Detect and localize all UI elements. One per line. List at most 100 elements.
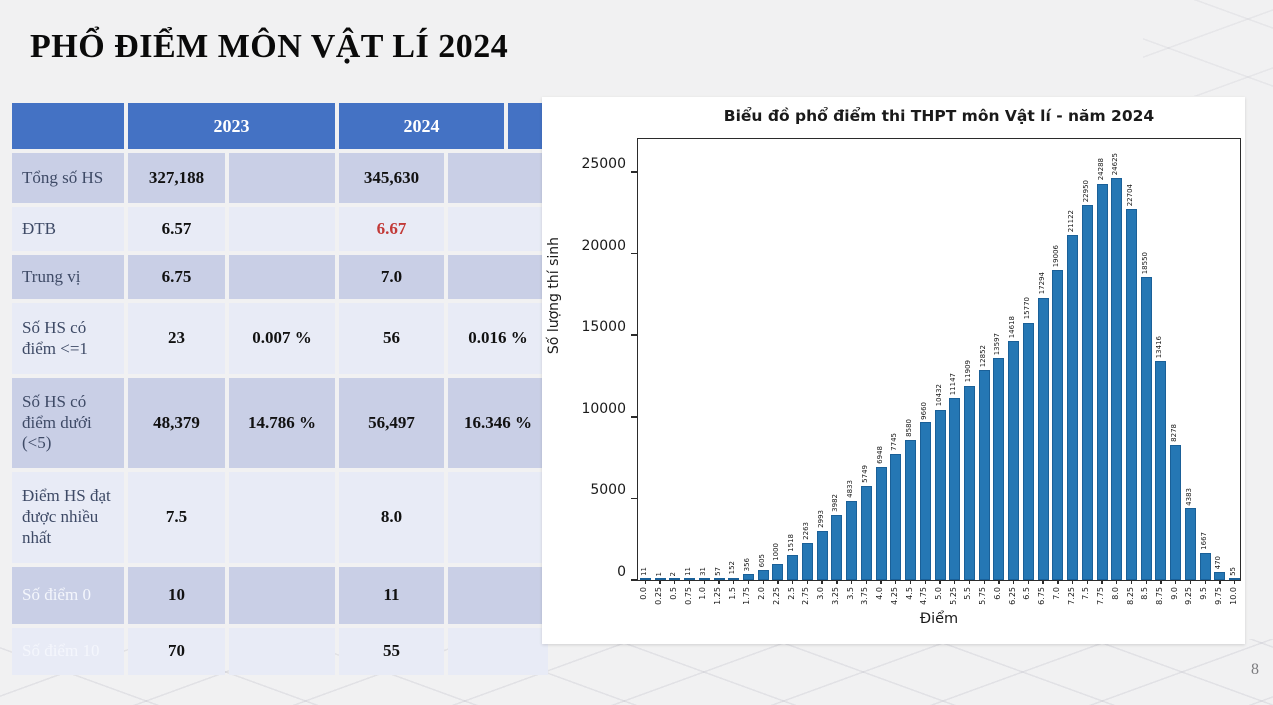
table-row: Tổng số HS 327,188 345,630 xyxy=(12,153,560,203)
x-axis-tick-label: 0.0 xyxy=(639,587,649,600)
bar xyxy=(949,398,961,580)
bar xyxy=(919,422,931,580)
x-axis-tick xyxy=(880,580,882,584)
bar-value-label: 18550 xyxy=(1140,251,1149,275)
table-header-row: 2023 2024 xyxy=(12,103,560,149)
x-axis-tick xyxy=(644,580,646,584)
bar xyxy=(801,543,813,580)
y-axis-label: Số lượng thí sinh xyxy=(546,237,562,355)
row-label: Điểm HS đạt được nhiều nhất xyxy=(12,472,124,563)
x-axis-tick xyxy=(939,580,941,584)
x-axis-tick xyxy=(1116,580,1118,584)
x-axis-tick xyxy=(747,580,750,584)
table-cell xyxy=(448,255,548,299)
x-axis-tick-label: 3.25 xyxy=(830,587,840,605)
table-cell: 345,630 xyxy=(339,153,444,203)
x-axis-tick xyxy=(1013,580,1015,584)
bar-value-label: 605 xyxy=(757,553,766,568)
x-axis-tick-label: 9.75 xyxy=(1213,587,1223,605)
bar-value-label: 152 xyxy=(728,561,737,575)
slide-title: PHỔ ĐIỂM MÔN VẬT LÍ 2024 xyxy=(30,28,509,65)
bar-value-label: 2993 xyxy=(816,510,825,529)
x-axis-tick xyxy=(1204,580,1206,584)
x-axis-tick-label: 4.75 xyxy=(919,587,929,605)
table-cell xyxy=(229,153,335,203)
bar xyxy=(669,578,681,580)
bar-value-label: 21122 xyxy=(1067,210,1076,233)
x-axis-tick-label: 1.5 xyxy=(727,587,737,600)
bar-value-label: 11 xyxy=(684,567,693,577)
x-axis-tick xyxy=(954,580,956,584)
x-axis-tick xyxy=(703,580,705,584)
y-axis-tick xyxy=(631,416,638,418)
stats-table: 2023 2024 Tổng số HS 327,188 345,630 ĐTB 6.5… xyxy=(12,103,560,679)
table-cell: 6.57 xyxy=(128,207,225,251)
x-axis-tick xyxy=(1057,580,1059,584)
x-axis-tick xyxy=(806,580,809,584)
table-body: Tổng số HS 327,188 345,630 ĐTB 6.57 6.67 Trung… xyxy=(12,153,560,675)
x-axis-tick-label: 9.25 xyxy=(1184,587,1194,605)
bar xyxy=(684,578,696,580)
x-axis-tick-label: 3.75 xyxy=(860,587,870,605)
x-axis-tick xyxy=(1042,580,1044,584)
y-axis-tick xyxy=(631,579,638,581)
table-cell xyxy=(448,472,548,563)
table-cell: 11 xyxy=(339,567,444,624)
x-axis-tick xyxy=(924,580,926,584)
row-label: Trung vị xyxy=(12,255,124,299)
row-label: ĐTB xyxy=(12,207,124,251)
bar-value-label: 1000 xyxy=(772,542,781,561)
y-axis-tick xyxy=(631,171,638,173)
bar xyxy=(890,453,902,580)
x-axis-tick-label: 0.75 xyxy=(683,587,693,605)
row-label: Số điểm 0 xyxy=(12,567,124,624)
bar xyxy=(787,555,799,580)
x-axis-tick-label: 8.5 xyxy=(1140,587,1150,600)
row-label: Số HS có điểm <=1 xyxy=(12,303,124,374)
bar xyxy=(639,578,651,580)
bar xyxy=(757,570,769,580)
x-axis-tick xyxy=(1145,580,1147,584)
bar xyxy=(698,578,710,580)
table-cell: 10 xyxy=(128,567,225,624)
bar-value-label: 8580 xyxy=(905,419,914,437)
y-axis-tick-label: 15000 xyxy=(581,319,626,336)
bar-value-label: 15770 xyxy=(1022,297,1031,320)
bar-value-label: 10432 xyxy=(934,384,943,407)
x-axis-tick-label: 4.25 xyxy=(889,587,899,605)
header-cell-extra xyxy=(508,103,548,149)
bar xyxy=(875,466,887,580)
header-cell-2023: 2023 xyxy=(128,103,335,149)
table-cell xyxy=(229,207,335,251)
bar xyxy=(728,577,740,580)
x-axis-tick xyxy=(909,580,912,584)
x-axis-tick-label: 3.5 xyxy=(845,587,855,600)
bar xyxy=(654,578,666,580)
y-axis-tick xyxy=(631,252,638,255)
bar xyxy=(1022,322,1034,580)
table-cell xyxy=(448,628,548,675)
x-axis-tick-label: 8.75 xyxy=(1154,587,1164,605)
bar-value-label: 55 xyxy=(1229,567,1238,577)
bar xyxy=(1052,269,1064,580)
x-axis-tick xyxy=(1086,580,1088,584)
table-row: Trung vị 6.75 7.0 xyxy=(12,255,560,299)
table-cell: 6.67 xyxy=(339,207,444,251)
bar-value-label: 22950 xyxy=(1081,180,1090,203)
x-axis-tick-label: 6.5 xyxy=(1022,587,1032,600)
x-axis-tick-label: 10.0 xyxy=(1228,587,1238,605)
x-axis-tick-label: 6.25 xyxy=(1007,587,1017,605)
x-axis-tick-label: 9.0 xyxy=(1169,587,1179,600)
x-axis-tick xyxy=(895,580,897,584)
x-axis-tick xyxy=(1071,580,1074,584)
bar xyxy=(831,515,843,580)
table-cell: 48,379 xyxy=(128,378,225,468)
x-axis-tick-label: 0.25 xyxy=(654,587,664,605)
x-axis-tick xyxy=(674,580,676,584)
x-axis-tick xyxy=(1233,580,1236,584)
bar-value-label: 31 xyxy=(698,567,707,577)
bar-value-label: 1 xyxy=(654,571,663,577)
x-axis-tick-label: 8.0 xyxy=(1110,587,1120,600)
x-axis-tick-label: 1.75 xyxy=(742,587,752,605)
